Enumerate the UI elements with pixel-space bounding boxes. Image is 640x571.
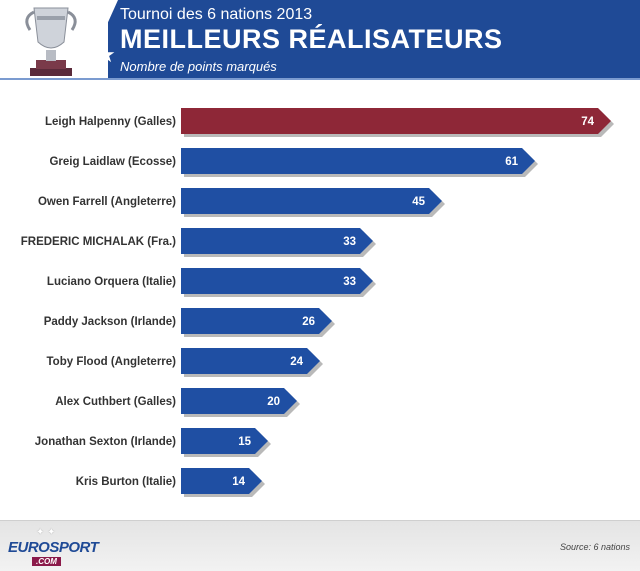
value-label: 45 [412, 196, 425, 208]
value-label: 61 [505, 156, 518, 168]
chart-subtitle: Nombre de points marqués [120, 59, 277, 74]
value-label: 26 [302, 316, 315, 328]
category-label: Greig Laidlaw (Ecosse) [49, 156, 176, 168]
trophy-stem [46, 50, 56, 61]
trophy-base [30, 68, 72, 76]
bar [181, 228, 373, 254]
trophy-cup [33, 7, 69, 49]
bar [181, 308, 332, 334]
chart-area: Leigh Halpenny (Galles) 74 Greig Laidlaw (… [0, 80, 640, 520]
trophy-handle-left [25, 10, 35, 31]
source-note: Source: 6 nations [559, 542, 630, 552]
bar [181, 148, 535, 174]
chart-title: MEILLEURS RÉALISATEURS [120, 24, 503, 54]
bar [181, 268, 373, 294]
brand-sub: .COM [32, 557, 61, 566]
logo-wedge [82, 0, 118, 80]
bar [181, 468, 262, 494]
value-label: 15 [238, 436, 251, 448]
category-label: Toby Flood (Angleterre) [47, 356, 177, 368]
header-banner: ★ Tournoi des 6 nations 2013 MEILLEURS R… [0, 0, 640, 80]
header-stripe [0, 78, 640, 80]
category-label: Alex Cuthbert (Galles) [55, 396, 176, 408]
value-label: 33 [343, 276, 356, 288]
value-label: 24 [290, 356, 303, 368]
brand-stars-icon: ✦ ✦ [36, 527, 56, 538]
category-label: FREDERIC MICHALAK (Fra.) [21, 236, 176, 248]
bar [181, 428, 268, 454]
value-label: 74 [581, 116, 594, 128]
trophy-handle-right [67, 10, 77, 31]
category-label: Paddy Jackson (Irlande) [44, 316, 176, 328]
category-label: Owen Farrell (Angleterre) [38, 196, 176, 208]
value-label: 20 [267, 396, 280, 408]
trophy-icon [25, 7, 77, 76]
bar-chart: Leigh Halpenny (Galles) 74 Greig Laidlaw (… [21, 108, 614, 497]
bar [181, 188, 442, 214]
bar [181, 388, 297, 414]
category-label: Luciano Orquera (Italie) [47, 276, 176, 288]
brand-part2: SPORT [49, 539, 99, 556]
bar [181, 108, 611, 134]
category-label: Jonathan Sexton (Irlande) [35, 436, 176, 448]
category-label: Kris Burton (Italie) [76, 476, 176, 488]
trophy-plinth [36, 60, 66, 69]
footer-bar: ✦ ✦ EUROSPORT .COM Source: 6 nations [0, 520, 640, 571]
chart-supertitle: Tournoi des 6 nations 2013 [120, 6, 313, 23]
bar [181, 348, 320, 374]
trophy-band [37, 16, 65, 20]
brand-part1: EURO [8, 539, 50, 556]
category-label: Leigh Halpenny (Galles) [45, 116, 176, 128]
eurosport-logo: EUROSPORT [8, 539, 99, 556]
star-icon: ★ [96, 42, 116, 67]
value-label: 14 [232, 476, 245, 488]
value-label: 33 [343, 236, 356, 248]
